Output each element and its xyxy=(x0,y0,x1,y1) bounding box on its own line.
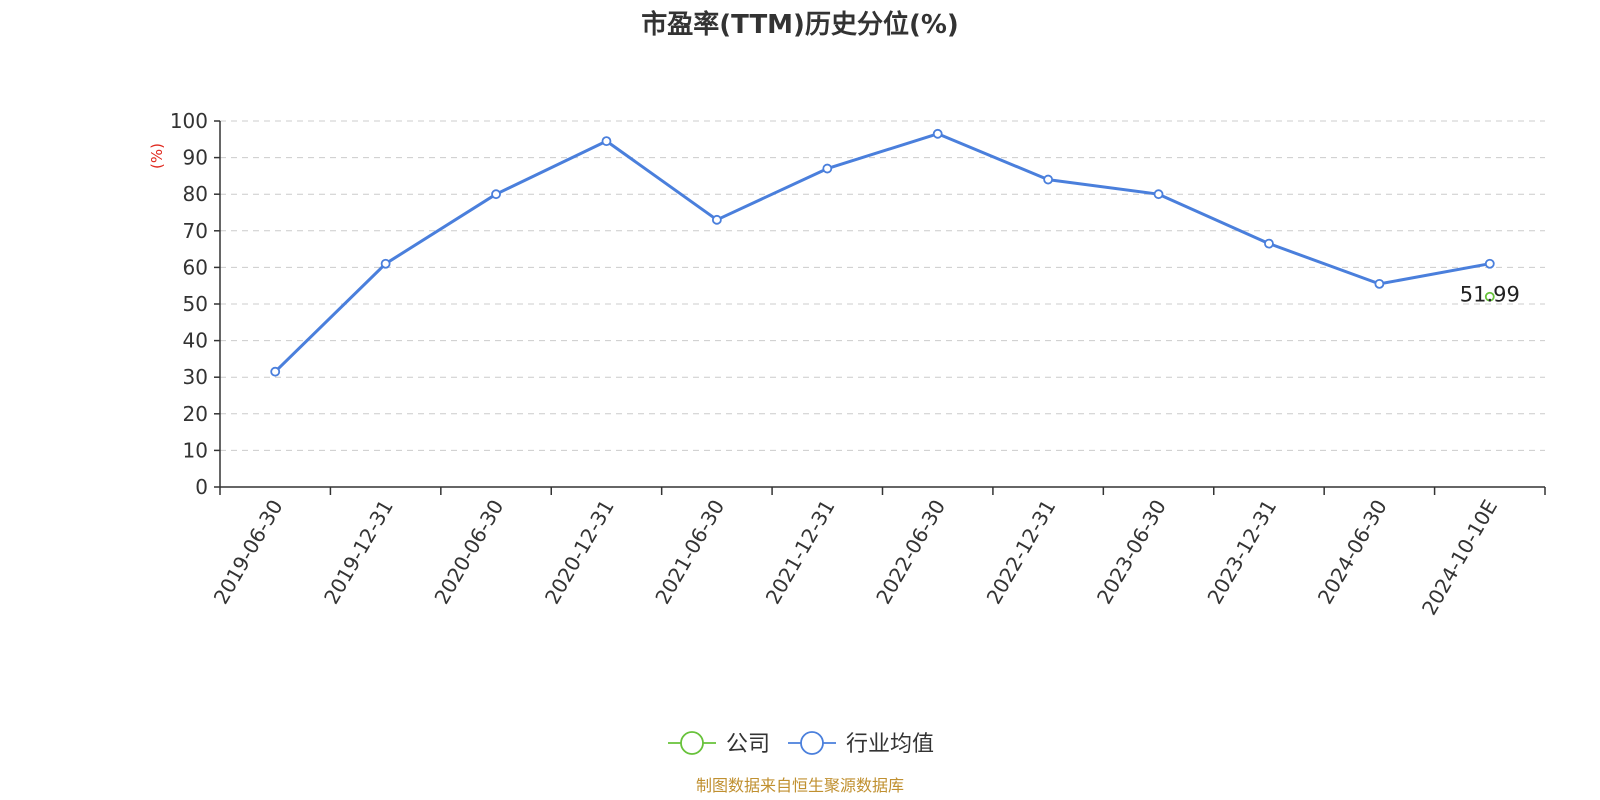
legend: 公司 行业均值 xyxy=(668,731,934,757)
x-tick-label: 2024-06-30 xyxy=(1313,496,1392,609)
legend-item-industry-average: 行业均值 xyxy=(788,731,934,757)
y-tick-label: 60 xyxy=(183,255,208,279)
data-point xyxy=(1264,238,1274,249)
legend-label: 行业均值 xyxy=(846,732,934,757)
x-tick-label: 2019-12-31 xyxy=(319,496,398,609)
grid-lines xyxy=(220,120,1545,451)
legend-label: 公司 xyxy=(726,732,770,757)
x-tick-label: 2021-06-30 xyxy=(650,496,729,609)
series-industry-average xyxy=(270,128,1495,377)
x-tick-labels: 2019-06-30 2019-12-31 2020-06-30 2020-12-31… xyxy=(209,496,1502,620)
x-tick-label: 2024-10-10E xyxy=(1417,496,1502,620)
data-point xyxy=(1484,258,1495,269)
y-tick-label: 50 xyxy=(183,292,208,316)
x-tick-label: 2020-12-31 xyxy=(540,496,619,609)
y-tick-label: 0 xyxy=(195,475,208,499)
y-tick-labels: 0 10 20 30 40 50 60 70 80 90 100 xyxy=(170,109,208,499)
y-tick-label: 30 xyxy=(183,365,208,389)
data-point xyxy=(491,189,501,200)
source-note: 制图数据来自恒生聚源数据库 xyxy=(696,776,904,795)
axes xyxy=(214,120,1546,495)
legend-marker xyxy=(800,731,824,755)
data-point xyxy=(711,214,722,225)
x-tick-label: 2021-12-31 xyxy=(761,496,840,609)
data-point xyxy=(822,163,833,174)
data-point xyxy=(1043,174,1054,185)
x-tick-label: 2019-06-30 xyxy=(209,496,288,609)
data-point xyxy=(270,366,281,377)
x-tick-label: 2020-06-30 xyxy=(429,496,508,609)
data-label: 51.99 xyxy=(1460,283,1520,307)
data-point xyxy=(1484,291,1495,302)
data-point xyxy=(601,136,612,147)
y-tick-label: 70 xyxy=(183,219,208,243)
x-tick-label: 2022-12-31 xyxy=(982,496,1061,609)
data-point xyxy=(1153,189,1164,200)
legend-item-company: 公司 xyxy=(668,731,770,757)
series-layer: 51.99 xyxy=(270,128,1520,377)
y-tick-label: 40 xyxy=(183,329,208,353)
x-tick-label: 2023-12-31 xyxy=(1202,496,1281,609)
series-company: 51.99 xyxy=(1460,283,1520,307)
y-tick-label: 100 xyxy=(170,109,208,133)
data-point xyxy=(380,258,391,269)
x-tick-label: 2023-06-30 xyxy=(1092,496,1171,609)
data-point xyxy=(932,128,943,139)
chart-title: 市盈率(TTM)历史分位(%) xyxy=(641,9,959,40)
series-line xyxy=(274,132,1491,373)
y-tick-label: 20 xyxy=(183,402,208,426)
y-tick-label: 10 xyxy=(183,438,208,462)
y-tick-label: 80 xyxy=(183,182,208,206)
data-point xyxy=(1374,278,1385,289)
x-tick-label: 2022-06-30 xyxy=(871,496,950,609)
y-axis-label: (%) xyxy=(148,143,166,169)
legend-marker xyxy=(680,731,704,755)
y-tick-label: 90 xyxy=(183,146,208,170)
